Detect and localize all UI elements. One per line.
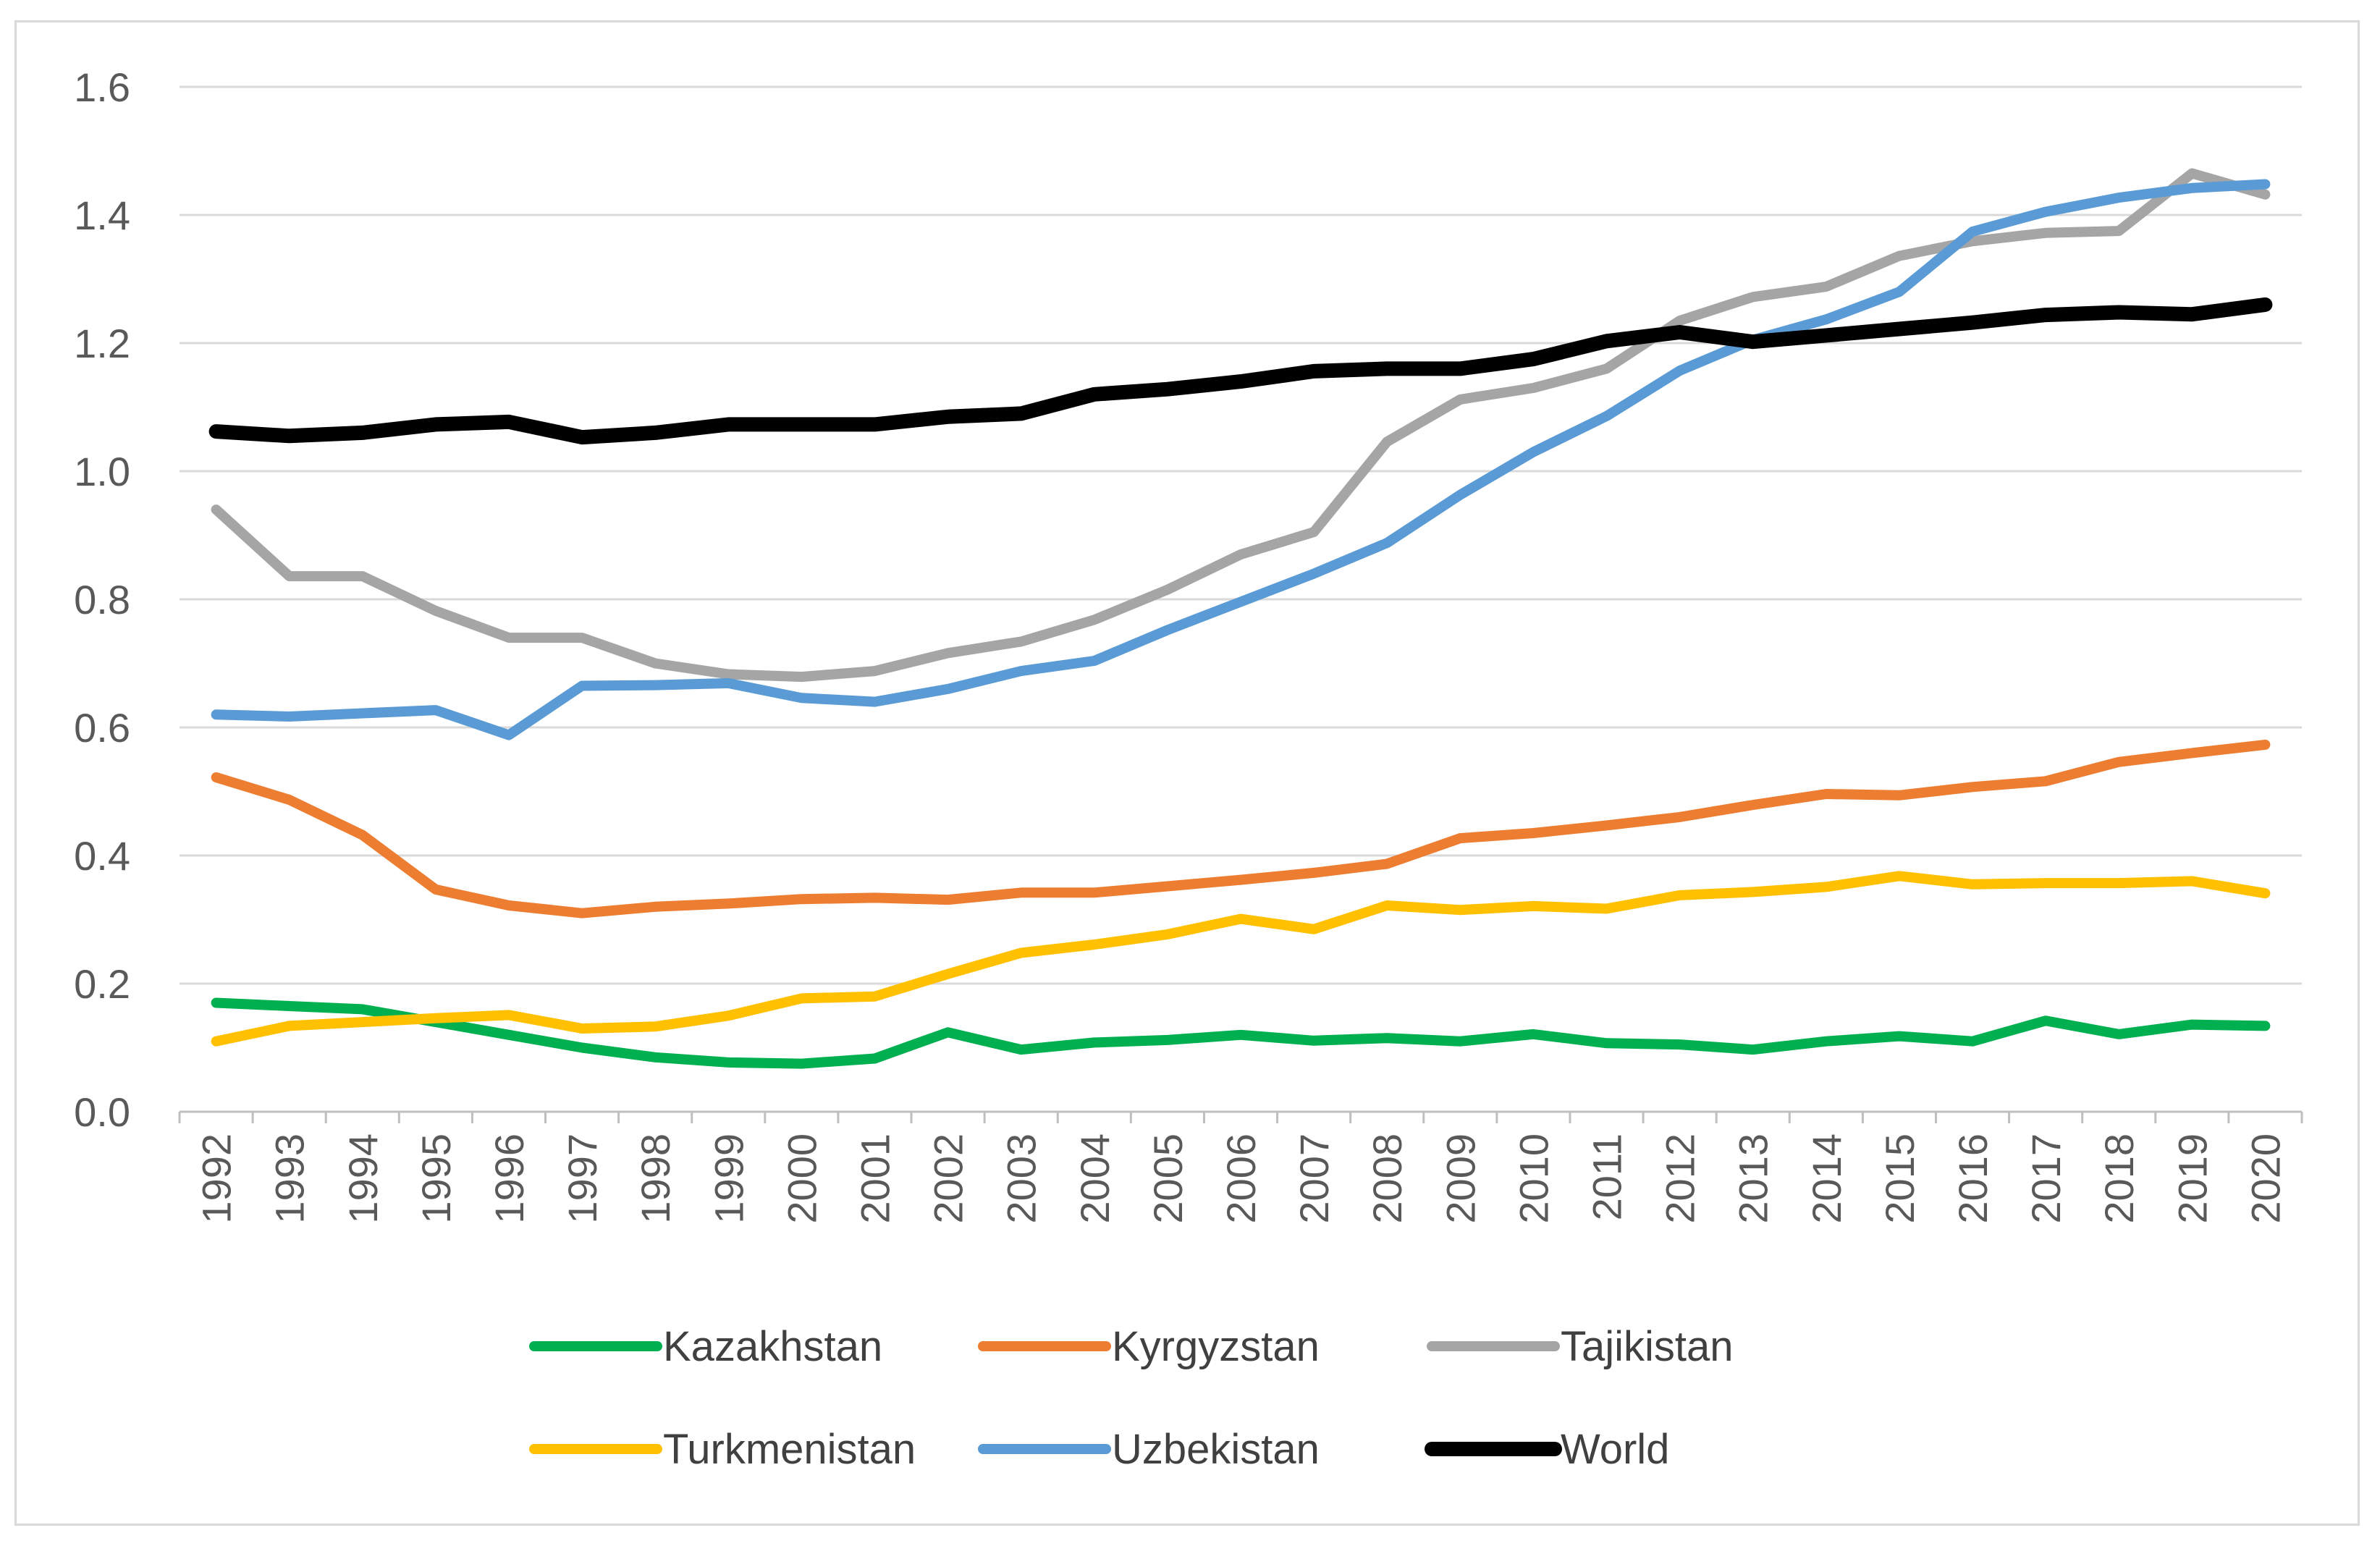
legend-label: World — [1561, 1426, 1669, 1473]
x-tick-label: 1996 — [486, 1133, 532, 1224]
x-tick-label: 2017 — [2023, 1133, 2069, 1224]
x-tick-label: 2008 — [1364, 1133, 1410, 1224]
legend-item-world: World — [1425, 1426, 1669, 1473]
x-tick-label: 2001 — [852, 1133, 898, 1224]
chart-frame — [14, 20, 2360, 1526]
x-tick-label: 2015 — [1877, 1133, 1923, 1224]
series-line-turkmenistan — [211, 871, 2271, 1047]
x-tick-label: 2018 — [2096, 1133, 2142, 1224]
y-tick-label: 0.8 — [74, 577, 130, 622]
legend-item-turkmenistan: Turkmenistan — [529, 1426, 916, 1473]
x-tick-label: 1994 — [340, 1133, 386, 1224]
x-tick-label: 1997 — [560, 1133, 605, 1224]
series-lines — [208, 168, 2273, 1069]
y-tick-label: 1.6 — [74, 64, 130, 110]
x-tick-label: 1999 — [706, 1133, 751, 1224]
x-tick-label: 2013 — [1731, 1133, 1776, 1224]
x-tick-label: 2020 — [2242, 1133, 2288, 1224]
legend-item-tajikistan: Tajikistan — [1427, 1323, 1734, 1370]
y-tick-label: 0.2 — [74, 961, 130, 1007]
series-line-world — [208, 297, 2273, 445]
y-axis: 0.0 0.2 0.4 0.6 0.8 1.0 1.2 1.4 1.6 — [74, 64, 130, 1135]
legend-item-kazakhstan: Kazakhstan — [529, 1323, 882, 1370]
y-tick-label: 0.4 — [74, 833, 130, 879]
x-tick-label: 1998 — [633, 1133, 678, 1224]
x-tick-label: 2004 — [1072, 1133, 1118, 1224]
legend-item-uzbekistan: Uzbekistan — [978, 1426, 1320, 1473]
x-tick-label: 2011 — [1584, 1133, 1630, 1220]
legend-label: Tajikistan — [1561, 1323, 1734, 1370]
x-tick-label: 2016 — [1950, 1133, 1996, 1224]
gridlines — [180, 85, 2302, 1113]
x-tick-label: 2007 — [1291, 1133, 1337, 1224]
legend-label: Turkmenistan — [663, 1426, 916, 1473]
x-tick-label: 2002 — [926, 1133, 971, 1224]
x-tick-label: 2003 — [999, 1133, 1045, 1224]
y-tick-label: 1.0 — [74, 449, 130, 494]
legend-label: Uzbekistan — [1112, 1426, 1320, 1473]
x-tick-label: 2009 — [1438, 1133, 1483, 1224]
y-tick-label: 0.0 — [74, 1089, 130, 1135]
legend-label: Kazakhstan — [663, 1323, 882, 1370]
x-tick-label: 2005 — [1145, 1133, 1191, 1224]
legend-label: Kyrgyzstan — [1112, 1323, 1320, 1370]
x-tick-label: 2012 — [1658, 1133, 1703, 1224]
x-tick-label: 2019 — [2169, 1133, 2215, 1224]
series-line-kazakhstan — [211, 997, 2271, 1069]
x-tick-label: 1993 — [267, 1133, 313, 1224]
y-tick-label: 1.2 — [74, 321, 130, 366]
series-line-uzbekistan — [211, 179, 2271, 740]
y-tick-label: 0.6 — [74, 705, 130, 751]
x-tick-label: 1995 — [413, 1133, 459, 1224]
y-tick-label: 1.4 — [74, 193, 130, 238]
x-tick-label: 2010 — [1511, 1133, 1556, 1224]
series-line-kyrgyzstan — [211, 739, 2271, 918]
x-tick-label: 1992 — [194, 1133, 240, 1224]
legend-item-kyrgyzstan: Kyrgyzstan — [978, 1323, 1320, 1370]
legend: Kazakhstan Kyrgyzstan Tajikistan Turkmenist… — [529, 1323, 1734, 1473]
x-tick-label: 2000 — [779, 1133, 824, 1224]
x-tick-label: 2006 — [1218, 1133, 1264, 1224]
x-tick-label: 2014 — [1804, 1133, 1849, 1224]
x-axis: 1992 1993 1994 1995 1996 1997 1998 1999 2000 2001… — [178, 1112, 2303, 1224]
series-line-tajikistan — [211, 168, 2271, 683]
